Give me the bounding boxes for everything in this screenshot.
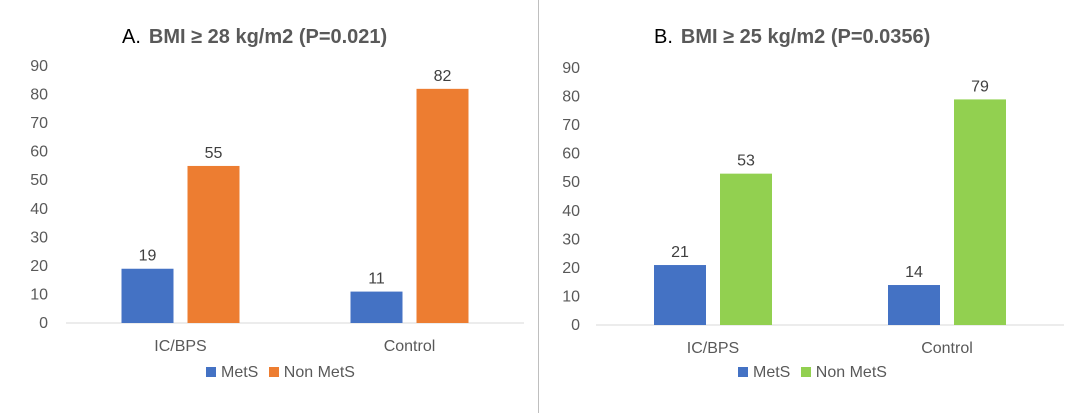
bar-mets-b [888, 285, 940, 325]
legend-swatch-non-mets-a [268, 367, 279, 377]
data-label-b: 53 [737, 153, 755, 170]
y-tick-label-b: 70 [562, 117, 580, 134]
y-tick-label-b: 90 [562, 60, 580, 77]
legend-label-mets-b: MetS [753, 364, 791, 381]
panel-divider [538, 0, 539, 413]
legend-item-non-mets-a: Non MetS [268, 364, 355, 382]
data-label-b: 21 [671, 244, 689, 261]
chart-title-text-b: BMI ≥ 25 kg/m2 (P=0.0356) [680, 26, 931, 48]
panel-letter-a: A. [122, 26, 141, 48]
data-label-b: 79 [971, 78, 989, 95]
y-tick-label-b: 80 [562, 89, 580, 106]
y-tick-label-b: 40 [562, 203, 580, 220]
legend-label-non-mets-a: Non MetS [283, 364, 355, 381]
bar-non-mets-a [416, 88, 469, 323]
y-tick-label-a: 50 [30, 172, 48, 189]
chart-title-text-a: BMI ≥ 28 kg/m2 (P=0.021) [148, 26, 388, 48]
x-category-label-b: IC/BPS [687, 340, 739, 357]
y-tick-label-b: 0 [571, 317, 580, 334]
y-tick-label-a: 40 [30, 201, 48, 218]
data-label-a: 82 [434, 68, 452, 85]
y-tick-label-b: 60 [562, 146, 580, 163]
data-label-a: 11 [368, 271, 385, 288]
bar-mets-b [654, 265, 706, 325]
bar-non-mets-b [720, 173, 772, 325]
legend-label-non-mets-b: Non MetS [815, 364, 887, 381]
bar-mets-a [350, 291, 403, 323]
y-tick-label-a: 10 [30, 286, 48, 303]
legend-swatch-non-mets-b [800, 367, 811, 377]
bar-chart-a: 0 10 20 30 40 50 60 70 80 90 19 55 IC/BPS 11 82 Control [30, 58, 524, 355]
y-tick-label-a: 80 [30, 87, 48, 104]
legend-label-mets-a: MetS [221, 364, 259, 381]
chart-title-a: A. BMI ≥ 28 kg/m2 (P=0.021) [122, 26, 387, 49]
y-tick-label-a: 90 [30, 58, 48, 75]
panel-letter-b: B. [654, 26, 673, 48]
legend-swatch-mets-a [206, 367, 216, 377]
data-label-a: 19 [139, 248, 157, 265]
bar-non-mets-a [187, 165, 240, 323]
bar-non-mets-b [954, 99, 1006, 326]
y-tick-label-a: 70 [30, 115, 48, 132]
chart-panel-b: B. BMI ≥ 25 kg/m2 (P=0.0356) 0 10 20 30 40 50 6… [540, 0, 1080, 413]
bar-mets-a [121, 268, 174, 323]
legend-item-mets-b: MetS [738, 364, 790, 382]
y-tick-label-b: 20 [562, 260, 580, 277]
legend-item-mets-a: MetS [206, 364, 258, 382]
x-category-label-a: IC/BPS [154, 338, 206, 355]
y-tick-label-b: 10 [562, 288, 580, 305]
chart-panel-a: A. BMI ≥ 28 kg/m2 (P=0.021) 0 10 20 30 40 50 60… [30, 26, 524, 382]
x-category-label-a: Control [384, 338, 436, 355]
data-label-a: 55 [205, 145, 223, 162]
y-tick-label-a: 60 [30, 144, 48, 161]
y-tick-label-a: 30 [30, 229, 48, 246]
legend-a: MetS Non MetS [206, 364, 361, 382]
y-tick-label-b: 50 [562, 174, 580, 191]
legend-swatch-mets-b [738, 367, 748, 377]
y-tick-label-b: 30 [562, 231, 580, 248]
data-label-b: 14 [905, 264, 923, 281]
legend-item-non-mets-b: Non MetS [800, 364, 887, 382]
y-tick-label-a: 20 [30, 258, 48, 275]
y-tick-label-a: 0 [39, 315, 48, 332]
x-category-label-b: Control [921, 340, 973, 357]
bar-chart-b: 0 10 20 30 40 50 60 70 80 90 21 53 IC/BPS 14 79 Control [562, 60, 1064, 357]
legend-b: MetS Non MetS [738, 364, 893, 382]
chart-title-b: B. BMI ≥ 25 kg/m2 (P=0.0356) [654, 26, 930, 49]
